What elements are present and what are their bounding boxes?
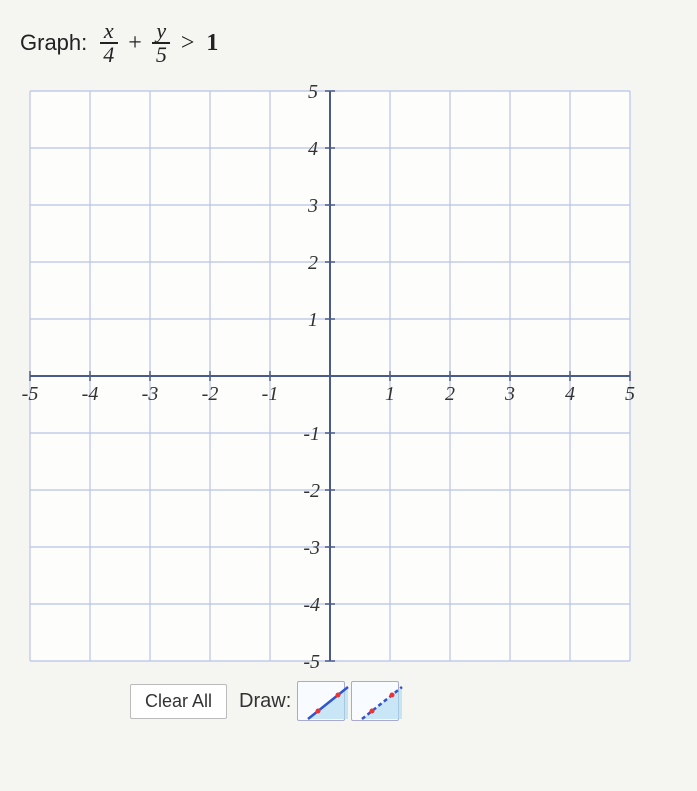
svg-text:-1: -1 bbox=[262, 383, 279, 405]
svg-text:2: 2 bbox=[308, 252, 318, 274]
dashed-line-tool-button[interactable] bbox=[351, 681, 399, 721]
clear-all-button[interactable]: Clear All bbox=[130, 684, 227, 719]
grid-svg: -5 -4 -3 -2 -1 1 2 3 4 5 5 4 3 2 1 -1 -2 -3 -4 -5 bbox=[20, 81, 640, 671]
svg-text:2: 2 bbox=[445, 383, 455, 405]
toolbar: Clear All Draw: bbox=[130, 681, 677, 721]
svg-text:-4: -4 bbox=[303, 594, 320, 616]
graph-label: Graph: bbox=[20, 30, 87, 56]
svg-text:4: 4 bbox=[565, 383, 575, 405]
svg-text:5: 5 bbox=[625, 383, 635, 405]
solid-line-region-icon bbox=[304, 683, 352, 723]
svg-text:-2: -2 bbox=[202, 383, 219, 405]
fraction-x-over-4: x 4 bbox=[99, 20, 118, 66]
svg-text:-5: -5 bbox=[22, 383, 39, 405]
prompt-row: Graph: x 4 + y 5 > 1 bbox=[20, 20, 677, 66]
svg-text:-2: -2 bbox=[303, 480, 320, 502]
svg-text:-4: -4 bbox=[82, 383, 99, 405]
denominator-5: 5 bbox=[152, 44, 171, 66]
denominator-4: 4 bbox=[99, 44, 118, 66]
svg-text:4: 4 bbox=[308, 138, 318, 160]
draw-label: Draw: bbox=[239, 690, 291, 713]
svg-text:-1: -1 bbox=[303, 423, 320, 445]
coordinate-grid[interactable]: -5 -4 -3 -2 -1 1 2 3 4 5 5 4 3 2 1 -1 -2 -3 -4 -5 bbox=[20, 81, 640, 671]
plus-sign: + bbox=[128, 30, 142, 57]
svg-text:5: 5 bbox=[308, 81, 318, 103]
numerator-x: x bbox=[100, 20, 118, 44]
svg-text:3: 3 bbox=[504, 383, 515, 405]
greater-than-sign: > bbox=[181, 30, 195, 57]
fraction-y-over-5: y 5 bbox=[152, 20, 171, 66]
solid-line-tool-button[interactable] bbox=[297, 681, 345, 721]
rhs-one: 1 bbox=[206, 30, 218, 57]
svg-text:-3: -3 bbox=[303, 537, 320, 559]
svg-text:-5: -5 bbox=[303, 651, 320, 671]
svg-text:1: 1 bbox=[308, 309, 318, 331]
dashed-line-region-icon bbox=[358, 683, 406, 723]
numerator-y: y bbox=[152, 20, 170, 44]
svg-text:1: 1 bbox=[385, 383, 395, 405]
svg-text:-3: -3 bbox=[142, 383, 159, 405]
svg-text:3: 3 bbox=[307, 195, 318, 217]
